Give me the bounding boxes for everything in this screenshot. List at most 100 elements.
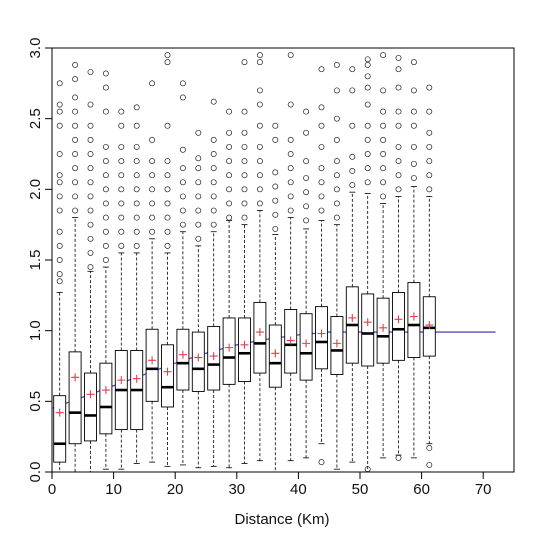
outlier-point <box>87 151 94 157</box>
outlier-point <box>410 160 417 167</box>
outlier-point <box>179 207 186 214</box>
box <box>392 292 405 361</box>
outlier-point <box>164 242 171 249</box>
outlier-point <box>272 225 279 232</box>
outlier-point <box>410 59 417 66</box>
outlier-point <box>364 122 371 129</box>
outlier-point <box>410 108 417 115</box>
box <box>84 372 97 442</box>
outlier-point <box>426 84 433 91</box>
outlier-point <box>364 73 371 80</box>
outlier-point <box>426 129 433 136</box>
outlier-point <box>287 101 294 108</box>
mean-marker <box>348 313 357 322</box>
mean-marker <box>178 350 187 359</box>
box-group <box>315 66 328 466</box>
outlier-point <box>380 151 387 157</box>
outlier-point <box>256 87 263 94</box>
outlier-point <box>133 214 140 221</box>
outlier-point <box>149 228 156 235</box>
box-group <box>253 52 267 462</box>
y-tick-label: 3.0 <box>27 38 44 59</box>
outlier-point <box>333 200 340 207</box>
outlier-point <box>164 59 171 66</box>
outlier-point <box>287 207 294 214</box>
box-group <box>330 62 344 470</box>
outlier-point <box>102 143 109 150</box>
outlier-point <box>118 214 125 221</box>
outlier-point <box>195 193 202 200</box>
outlier-point <box>318 122 325 129</box>
outlier-point <box>241 129 248 136</box>
outlier-point <box>426 158 433 165</box>
outlier-point <box>349 168 356 174</box>
outlier-point <box>256 122 263 129</box>
outlier-point <box>226 172 233 179</box>
mean-marker <box>148 356 157 365</box>
box <box>191 331 205 392</box>
outlier-point <box>364 56 371 63</box>
box-group <box>407 59 421 459</box>
box-group <box>222 108 236 469</box>
outlier-point <box>395 143 402 150</box>
outlier-point <box>72 76 79 83</box>
outlier-point <box>410 175 417 181</box>
outlier-point <box>380 108 387 115</box>
outlier-point <box>102 108 109 115</box>
outlier-point <box>56 271 63 278</box>
outlier-point <box>226 143 233 150</box>
outlier-point <box>149 136 156 143</box>
mean-marker <box>194 353 203 362</box>
outlier-point <box>226 186 233 193</box>
outlier-point <box>364 179 371 186</box>
outlier-point <box>164 186 171 193</box>
outlier-point <box>56 179 63 186</box>
outlier-point <box>395 108 402 115</box>
outlier-point <box>210 193 217 200</box>
outlier-point <box>179 179 186 186</box>
outlier-point <box>318 104 325 111</box>
box-group <box>68 62 82 473</box>
outlier-point <box>349 122 356 129</box>
outlier-point <box>118 122 125 129</box>
box <box>161 344 174 408</box>
outlier-point <box>56 122 63 129</box>
y-tick-label: 2.0 <box>27 179 44 200</box>
outlier-point <box>395 158 402 165</box>
outlier-point <box>72 62 79 68</box>
outlier-point <box>333 172 340 179</box>
outlier-point <box>102 186 109 193</box>
outlier-point <box>349 66 356 73</box>
mean-marker <box>101 386 110 395</box>
outlier-point <box>102 214 109 221</box>
outlier-point <box>56 278 63 285</box>
outlier-point <box>179 146 186 153</box>
outlier-point <box>87 264 94 271</box>
outlier-point <box>395 122 402 129</box>
outlier-point <box>133 200 140 207</box>
outlier-point <box>241 186 248 193</box>
box-group <box>422 84 436 468</box>
box <box>68 351 82 445</box>
outlier-point <box>426 143 433 150</box>
outlier-point <box>179 80 186 87</box>
outlier-point <box>333 158 340 165</box>
outlier-point <box>118 242 125 249</box>
outlier-point <box>102 158 109 165</box>
box-group <box>207 98 221 467</box>
outlier-point <box>164 228 171 235</box>
outlier-point <box>287 165 294 172</box>
x-tick-label: 0 <box>48 481 56 498</box>
box-group <box>99 70 113 470</box>
mean-marker <box>240 340 249 349</box>
outlier-point <box>318 193 325 200</box>
outlier-point <box>287 179 294 186</box>
outlier-point <box>56 108 63 115</box>
outlier-point <box>56 172 63 179</box>
outlier-point <box>333 115 340 122</box>
outlier-point <box>87 165 94 172</box>
outlier-point <box>226 108 233 115</box>
outlier-point <box>195 207 202 214</box>
mean-marker <box>317 329 326 338</box>
box-group <box>191 129 205 469</box>
